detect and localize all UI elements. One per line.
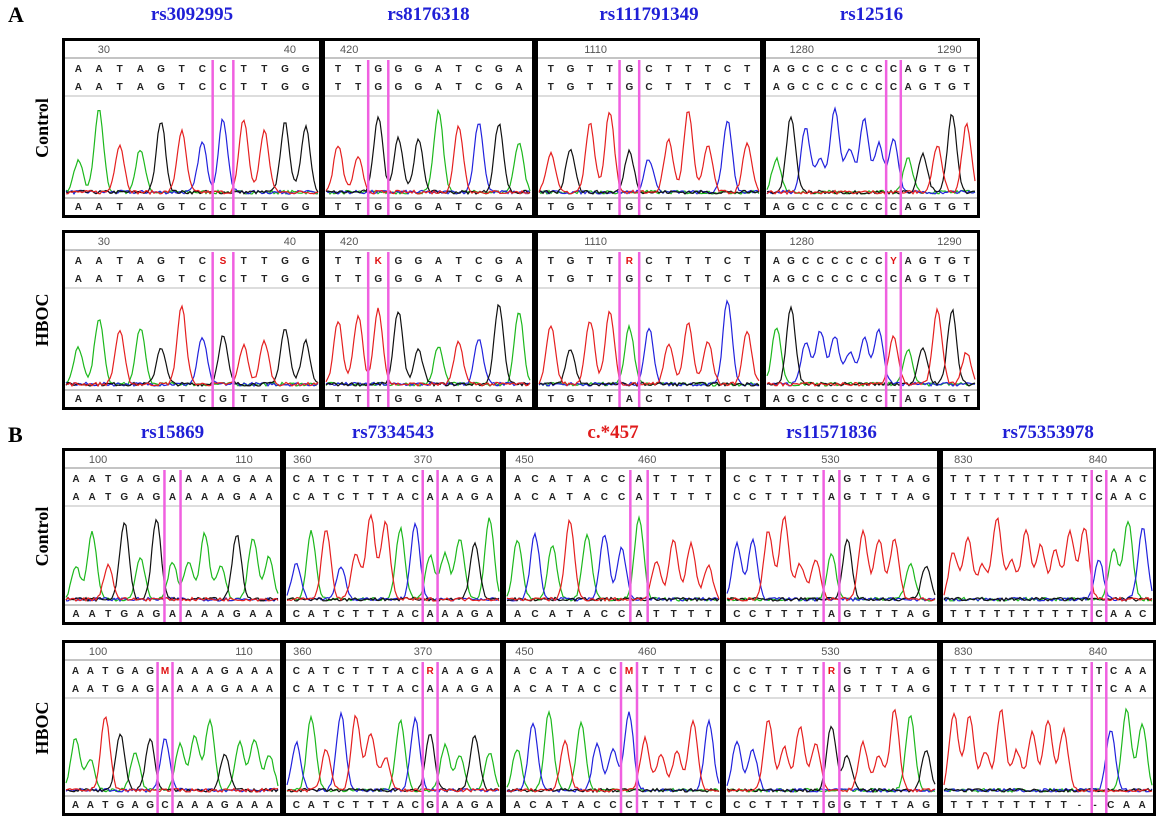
chromatogram-cell: 100110AATGAGMAAAGAAAAATGAGAAAAGAAAAATGAG… [64, 642, 282, 815]
position-tick: 420 [340, 236, 358, 248]
chromatogram-cell: 3040AATAGTCCTTGGAATAGTCCTTGGAATAGTCCTTGG [64, 40, 321, 217]
position-tick: 110 [235, 646, 253, 658]
snp-title: rs111791349 [599, 4, 698, 25]
snp-title: rs12516 [840, 4, 903, 25]
position-tick: 360 [293, 646, 311, 658]
panel-label: A [8, 2, 24, 27]
position-tick: 1280 [790, 44, 814, 56]
position-tick: 40 [284, 236, 296, 248]
snp-title: rs11571836 [786, 422, 877, 443]
position-tick: 40 [284, 44, 296, 56]
position-tick: 1280 [790, 236, 814, 248]
snp-title: rs75353978 [1002, 422, 1094, 443]
position-tick: 1290 [937, 236, 961, 248]
position-tick: 460 [638, 646, 656, 658]
position-tick: 30 [98, 44, 110, 56]
position-tick: 1290 [937, 44, 961, 56]
row-label: Control [32, 507, 52, 567]
position-tick: 450 [515, 454, 533, 466]
panel-label: B [8, 422, 23, 447]
position-tick: 30 [98, 236, 110, 248]
chromatogram-cell: 3040AATAGTCSTTGGAATAGTCCTTGGAATAGTCGTTGG [64, 232, 321, 409]
position-tick: 840 [1089, 454, 1107, 466]
position-tick: 370 [414, 646, 432, 658]
position-tick: 110 [235, 454, 253, 466]
snp-title: rs15869 [141, 422, 204, 443]
chromatogram-cell: 530CCTTTTRGTTTAGCCTTTTAGTTTAGCCTTTTGGTTT… [725, 642, 939, 815]
row-label: Control [32, 98, 52, 158]
position-tick: 530 [821, 454, 839, 466]
snp-title: rs7334543 [352, 422, 434, 443]
chromatogram-cell: 420TTKGGATCGATTGGGATCGATTTGGATCGA [324, 232, 534, 409]
position-tick: 460 [638, 454, 656, 466]
position-tick: 1110 [584, 236, 607, 248]
position-tick: 840 [1089, 646, 1107, 658]
snp-title: rs3092995 [151, 4, 233, 25]
chromatogram-cell: 12801290AGCCCCCCCAGTGTAGCCCCCCCAGTGTAGCC… [765, 40, 979, 217]
snp-title: c.*457 [587, 422, 639, 443]
position-tick: 360 [293, 454, 311, 466]
position-tick: 370 [414, 454, 432, 466]
position-tick: 1110 [584, 44, 607, 56]
row-label: HBOC [32, 293, 52, 346]
position-tick: 450 [515, 646, 533, 658]
row-label: HBOC [32, 701, 52, 754]
position-tick: 830 [954, 454, 972, 466]
snp-title: rs8176318 [387, 4, 469, 25]
position-tick: 530 [821, 646, 839, 658]
cell-frame [765, 40, 979, 217]
figure: AControlHBOCrs30929953040AATAGTCCTTGGAAT… [0, 0, 1156, 818]
position-tick: 100 [89, 646, 107, 658]
position-tick: 420 [340, 44, 358, 56]
chromatogram-cell: 360370CATCTTTACAAAGACATCTTTACAAAGACATCTT… [285, 450, 502, 624]
cell-frame [765, 232, 979, 409]
position-tick: 100 [89, 454, 107, 466]
position-tick: 830 [954, 646, 972, 658]
